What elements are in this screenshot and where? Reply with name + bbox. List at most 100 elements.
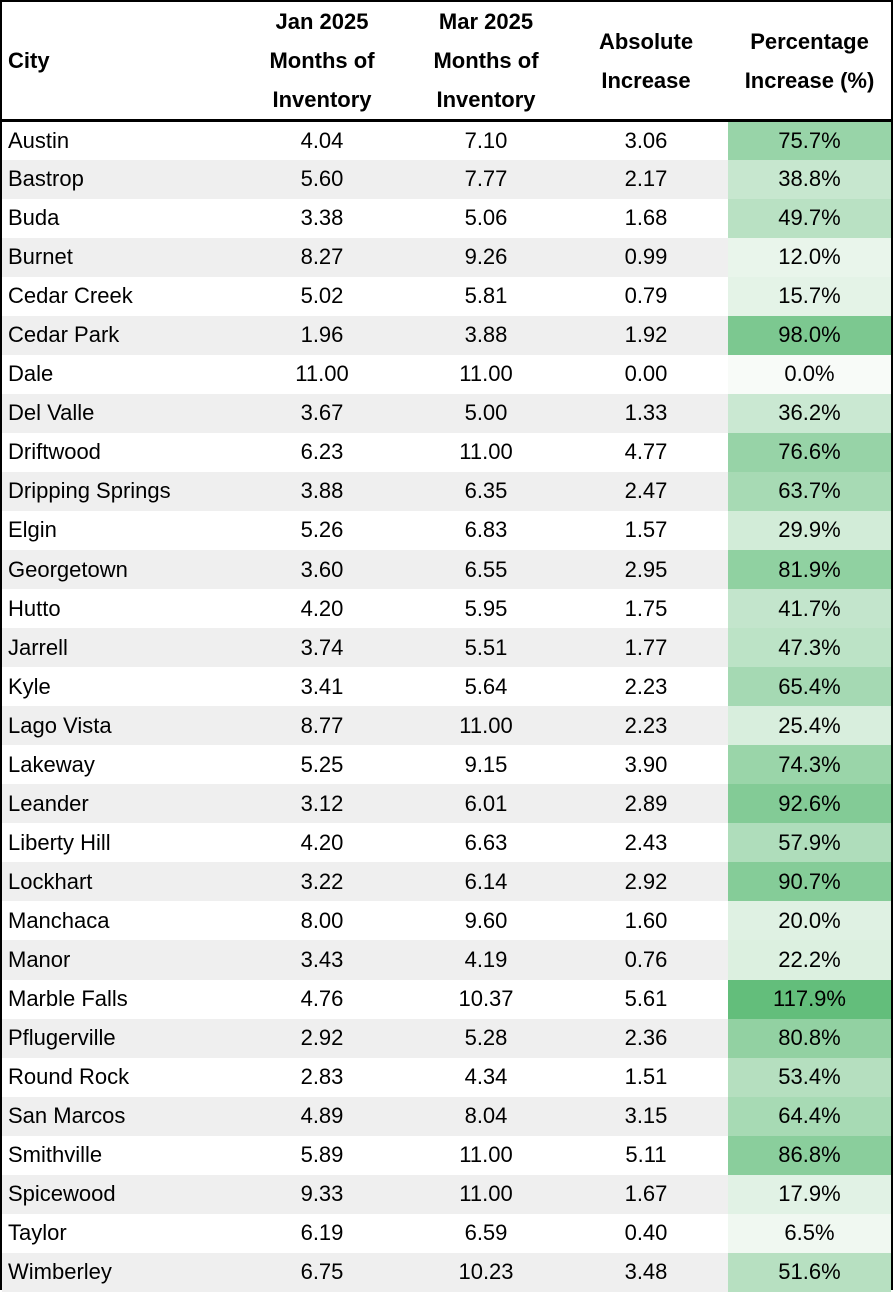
city-cell: Lockhart: [2, 862, 236, 902]
mar-inventory-cell: 5.06: [408, 198, 564, 238]
city-cell: Cedar Park: [2, 315, 236, 355]
table-row: Buda 3.38 5.06 1.68 49.7%: [2, 198, 891, 238]
percentage-increase-cell: 92.6%: [728, 784, 891, 824]
table-row: Georgetown 3.60 6.55 2.95 81.9%: [2, 550, 891, 590]
city-cell: Georgetown: [2, 550, 236, 590]
absolute-increase-cell: 0.40: [564, 1213, 728, 1253]
table-row: Elgin 5.26 6.83 1.57 29.9%: [2, 510, 891, 551]
city-cell: Driftwood: [2, 432, 236, 472]
absolute-increase-cell: 3.90: [564, 745, 728, 785]
mar-inventory-cell: 11.00: [408, 432, 564, 472]
percentage-increase-cell: 38.8%: [728, 159, 891, 199]
header-absolute-increase: Absolute Increase: [564, 2, 728, 122]
mar-inventory-cell: 7.10: [408, 120, 564, 160]
jan-inventory-cell: 5.26: [236, 510, 408, 551]
mar-inventory-cell: 5.51: [408, 628, 564, 668]
percentage-increase-cell: 53.4%: [728, 1057, 891, 1097]
percentage-increase-cell: 64.4%: [728, 1096, 891, 1136]
header-row: City Jan 2025 Months of Inventory Mar 20…: [2, 2, 891, 122]
percentage-increase-cell: 36.2%: [728, 393, 891, 433]
percentage-increase-cell: 0.0%: [728, 354, 891, 394]
city-cell: Burnet: [2, 237, 236, 277]
city-cell: Hutto: [2, 589, 236, 629]
jan-inventory-cell: 3.88: [236, 471, 408, 511]
table-row: Dripping Springs 3.88 6.35 2.47 63.7%: [2, 471, 891, 511]
absolute-increase-cell: 5.61: [564, 979, 728, 1019]
table-row: Pflugerville 2.92 5.28 2.36 80.8%: [2, 1018, 891, 1058]
absolute-increase-cell: 1.57: [564, 510, 728, 551]
table-row: Driftwood 6.23 11.00 4.77 76.6%: [2, 432, 891, 472]
mar-inventory-cell: 11.00: [408, 1174, 564, 1214]
absolute-increase-cell: 0.79: [564, 276, 728, 316]
city-cell: Liberty Hill: [2, 823, 236, 863]
city-cell: Elgin: [2, 510, 236, 551]
mar-inventory-cell: 5.00: [408, 393, 564, 433]
header-mar-line-3: Inventory: [436, 87, 536, 112]
jan-inventory-cell: 2.92: [236, 1018, 408, 1058]
table-row: Lockhart 3.22 6.14 2.92 90.7%: [2, 862, 891, 902]
header-jan-inventory: Jan 2025 Months of Inventory: [236, 2, 408, 122]
absolute-increase-cell: 5.11: [564, 1135, 728, 1175]
city-cell: Jarrell: [2, 628, 236, 668]
mar-inventory-cell: 9.15: [408, 745, 564, 785]
absolute-increase-cell: 2.92: [564, 862, 728, 902]
city-cell: Spicewood: [2, 1174, 236, 1214]
table-row: Burnet 8.27 9.26 0.99 12.0%: [2, 237, 891, 277]
mar-inventory-cell: 5.95: [408, 589, 564, 629]
percentage-increase-cell: 117.9%: [728, 979, 891, 1019]
mar-inventory-cell: 6.83: [408, 510, 564, 551]
jan-inventory-cell: 4.20: [236, 589, 408, 629]
percentage-increase-cell: 81.9%: [728, 550, 891, 590]
mar-inventory-cell: 7.77: [408, 159, 564, 199]
absolute-increase-cell: 1.33: [564, 393, 728, 433]
percentage-increase-cell: 29.9%: [728, 510, 891, 551]
percentage-increase-cell: 17.9%: [728, 1174, 891, 1214]
absolute-increase-cell: 2.17: [564, 159, 728, 199]
absolute-increase-cell: 2.47: [564, 471, 728, 511]
mar-inventory-cell: 5.64: [408, 667, 564, 707]
table-row: Austin 4.04 7.10 3.06 75.7%: [2, 120, 891, 160]
table-row: Kyle 3.41 5.64 2.23 65.4%: [2, 667, 891, 707]
table-row: Smithville 5.89 11.00 5.11 86.8%: [2, 1135, 891, 1175]
mar-inventory-cell: 10.23: [408, 1252, 564, 1292]
mar-inventory-cell: 6.14: [408, 862, 564, 902]
percentage-increase-cell: 98.0%: [728, 315, 891, 355]
percentage-increase-cell: 25.4%: [728, 706, 891, 746]
table-row: Spicewood 9.33 11.00 1.67 17.9%: [2, 1174, 891, 1214]
city-cell: Manor: [2, 940, 236, 980]
absolute-increase-cell: 2.89: [564, 784, 728, 824]
jan-inventory-cell: 3.22: [236, 862, 408, 902]
percentage-increase-cell: 90.7%: [728, 862, 891, 902]
header-mar-line-2: Months of: [433, 48, 539, 73]
percentage-increase-cell: 80.8%: [728, 1018, 891, 1058]
absolute-increase-cell: 2.36: [564, 1018, 728, 1058]
table-row: Round Rock 2.83 4.34 1.51 53.4%: [2, 1057, 891, 1097]
jan-inventory-cell: 8.77: [236, 706, 408, 746]
absolute-increase-cell: 1.51: [564, 1057, 728, 1097]
absolute-increase-cell: 3.15: [564, 1096, 728, 1136]
city-cell: Del Valle: [2, 393, 236, 433]
city-cell: Kyle: [2, 667, 236, 707]
table-body: Austin 4.04 7.10 3.06 75.7% Bastrop 5.60 7.77 2.…: [2, 120, 891, 1292]
header-jan-line-3: Inventory: [272, 87, 372, 112]
percentage-increase-cell: 12.0%: [728, 237, 891, 277]
city-cell: Dale: [2, 354, 236, 394]
jan-inventory-cell: 3.12: [236, 784, 408, 824]
table-row: Hutto 4.20 5.95 1.75 41.7%: [2, 589, 891, 629]
jan-inventory-cell: 8.27: [236, 237, 408, 277]
jan-inventory-cell: 4.04: [236, 120, 408, 160]
table-row: Jarrell 3.74 5.51 1.77 47.3%: [2, 628, 891, 668]
jan-inventory-cell: 8.00: [236, 901, 408, 941]
city-cell: Marble Falls: [2, 979, 236, 1019]
percentage-increase-cell: 75.7%: [728, 120, 891, 160]
absolute-increase-cell: 3.48: [564, 1252, 728, 1292]
absolute-increase-cell: 1.60: [564, 901, 728, 941]
jan-inventory-cell: 3.41: [236, 667, 408, 707]
jan-inventory-cell: 3.38: [236, 198, 408, 238]
mar-inventory-cell: 6.59: [408, 1213, 564, 1253]
table-row: Manor 3.43 4.19 0.76 22.2%: [2, 940, 891, 980]
percentage-increase-cell: 20.0%: [728, 901, 891, 941]
table-row: San Marcos 4.89 8.04 3.15 64.4%: [2, 1096, 891, 1136]
